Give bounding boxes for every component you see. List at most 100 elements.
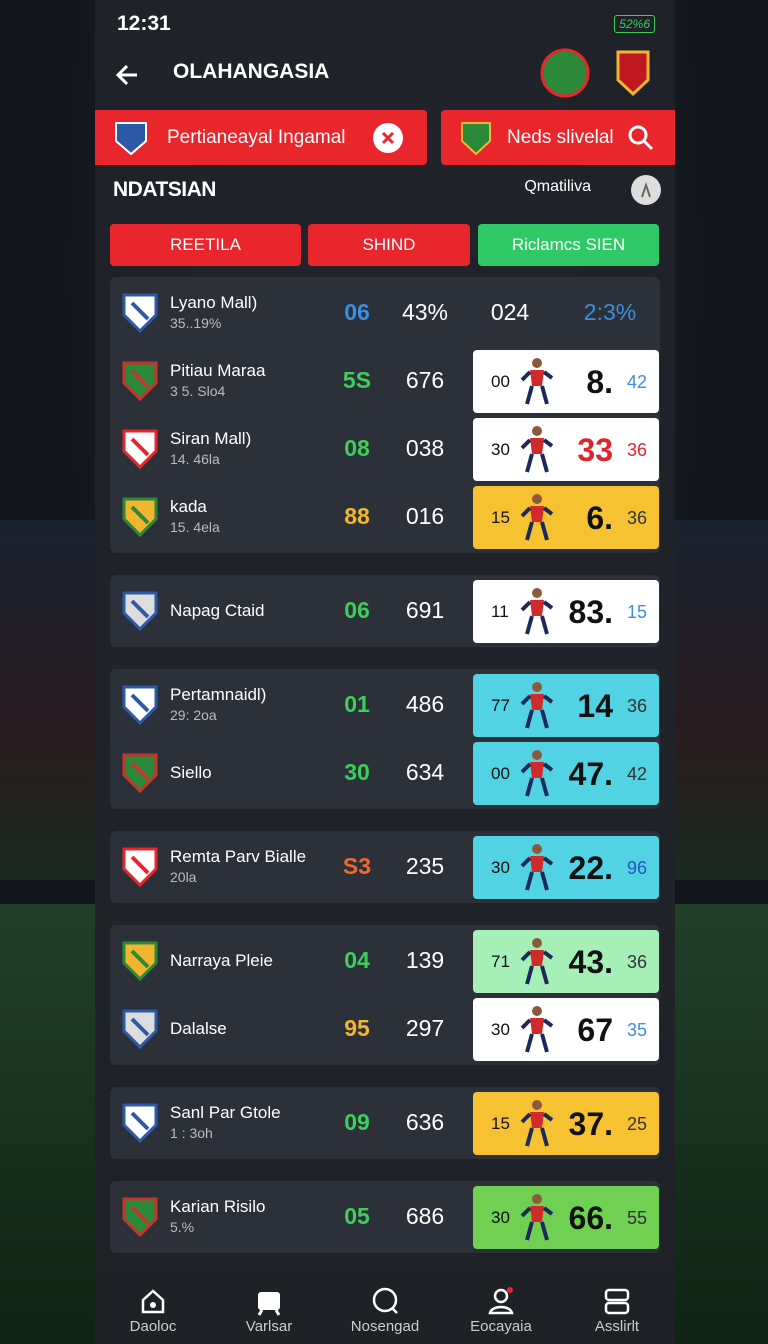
nav-item[interactable]: Varlsar	[211, 1272, 327, 1344]
odds-card[interactable]: 00 47. 42	[473, 742, 659, 805]
match-row[interactable]: Narraya Pleie 04 139 71 43. 36	[110, 927, 660, 995]
card-small: 96	[626, 858, 647, 878]
stat: 2:3%	[583, 299, 637, 325]
card-left: 30	[491, 440, 510, 459]
logo	[115, 121, 147, 155]
team-meta: 5.%	[170, 1219, 195, 1235]
score: 88	[344, 503, 370, 529]
player-image	[520, 1006, 554, 1053]
card-left: 00	[491, 372, 510, 391]
card-left: 15	[491, 508, 510, 527]
match-row[interactable]: Pitiau Maraa 3 5. Slo4 5S 676 00 8. 42	[110, 347, 660, 415]
match-row[interactable]: Karian Risilo 5.% 05 686 30 66. 55	[110, 1183, 660, 1251]
card-small: 25	[626, 1114, 647, 1134]
match-group: Karian Risilo 5.% 05 686 30 66. 55	[110, 1181, 660, 1253]
odds-card[interactable]: 71 43. 36	[473, 930, 659, 993]
nav-item[interactable]: Daoloc	[95, 1272, 211, 1344]
nav-icon	[372, 1287, 398, 1314]
clear-button[interactable]	[373, 122, 403, 153]
player-image	[520, 358, 554, 405]
odds-card[interactable]: 30 22. 96	[473, 836, 659, 899]
player-image	[520, 1100, 554, 1147]
team-name: kada	[170, 497, 207, 516]
team-name: Karian Risilo	[170, 1197, 266, 1216]
filter-label[interactable]: Qmatiliva	[524, 178, 591, 195]
odds-card[interactable]: 15 6. 36	[473, 486, 659, 549]
team-badge	[122, 941, 158, 981]
search-bar[interactable]: Neds slivelal	[441, 110, 675, 165]
team-name: Lyano Mall)	[170, 293, 258, 312]
filter-tab[interactable]: REETILA	[110, 224, 301, 266]
filter-tab[interactable]: Riclamcs SIEN	[478, 224, 659, 266]
match-row[interactable]: Siello 30 634 00 47. 42	[110, 739, 660, 807]
player-image	[520, 844, 554, 891]
card-value: 66.	[568, 1200, 613, 1236]
nav-icon	[604, 1288, 630, 1315]
match-row[interactable]: kada 15. 4ela 88 016 15 6. 36	[110, 483, 660, 551]
team-badge	[122, 429, 158, 469]
odds-card[interactable]: 30 33 36	[473, 418, 659, 481]
back-button[interactable]	[113, 60, 143, 90]
nav-icon	[488, 1287, 514, 1315]
stat: 024	[490, 299, 530, 325]
match-row[interactable]: Napag Ctaid 06 691 11 83. 15	[110, 577, 660, 645]
odds-card[interactable]: 30 66. 55	[473, 1186, 659, 1249]
card-small: 36	[626, 952, 647, 972]
team-name: Napag Ctaid	[170, 601, 265, 620]
card-value: 37.	[568, 1106, 613, 1142]
match-row[interactable]: Pertamnaidl) 29: 2oa 01 486 77 14 36	[110, 671, 660, 739]
team-meta: 3 5. Slo4	[170, 383, 226, 399]
match-row[interactable]: Sanl Par Gtole 1 : 3oh 09 636 15 37. 25	[110, 1089, 660, 1157]
team-logos	[540, 48, 650, 98]
stat: 016	[405, 503, 445, 529]
search-icon[interactable]	[627, 124, 655, 152]
match-row[interactable]: Lyano Mall) 35..19% 06 43% 024 2:3%	[110, 279, 660, 347]
team-badge	[122, 847, 158, 887]
stat: 43%	[401, 299, 449, 325]
filter-icon[interactable]	[631, 175, 661, 205]
odds-card[interactable]: 11 83. 15	[473, 580, 659, 643]
card-value: 22.	[568, 850, 613, 886]
score: 09	[344, 1109, 370, 1135]
card-left: 71	[491, 952, 510, 971]
player-image	[520, 494, 554, 541]
score: 06	[344, 597, 370, 623]
logo	[461, 121, 491, 155]
player-image	[520, 1194, 554, 1241]
search-text: Neds slivelal	[507, 126, 614, 148]
match-row[interactable]: Remta Parv Bialle 20la S3 235 30 22. 96	[110, 833, 660, 901]
odds-card[interactable]: 15 37. 25	[473, 1092, 659, 1155]
score: 01	[344, 691, 370, 717]
match-group: Remta Parv Bialle 20la S3 235 30 22. 96	[110, 831, 660, 903]
player-image	[520, 588, 554, 635]
score: S3	[342, 853, 372, 879]
filter-tab[interactable]: SHIND	[308, 224, 470, 266]
nav-item[interactable]: Nosengad	[327, 1272, 443, 1344]
nav-item[interactable]: Eocayaia	[443, 1272, 559, 1344]
card-left: 30	[491, 1020, 510, 1039]
match-group: Lyano Mall) 35..19% 06 43% 024 2:3% Pitiau Mar…	[110, 277, 660, 553]
nav-item[interactable]: Asslirlt	[559, 1272, 675, 1344]
card-value: 6.	[586, 500, 613, 536]
odds-card[interactable]: 77 14 36	[473, 674, 659, 737]
team-name: Remta Parv Bialle	[170, 847, 307, 866]
card-small: 42	[626, 372, 647, 392]
stat: 139	[405, 947, 445, 973]
match-row[interactable]: Dalalse 95 297 30 67 35	[110, 995, 660, 1063]
team-badge	[122, 753, 158, 793]
score: 5S	[342, 367, 372, 393]
score: 04	[344, 947, 370, 973]
search-bar[interactable]: Pertianeayal Ingamal	[95, 110, 427, 165]
app-screen: 12:31 52%6 OLAHANGASIA Pertianeayal Inga…	[95, 0, 675, 1344]
odds-card[interactable]: 30 67 35	[473, 998, 659, 1061]
nav-icon	[141, 1289, 165, 1314]
nav-label: Daoloc	[129, 1318, 177, 1335]
card-value: 33	[577, 432, 613, 468]
match-row[interactable]: Siran Mall) 14. 46la 08 038 30 33 36	[110, 415, 660, 483]
odds-card[interactable]: 00 8. 42	[473, 350, 659, 413]
team-name: Siran Mall)	[170, 429, 252, 448]
stat: 235	[405, 853, 445, 879]
nav-label: Asslirlt	[594, 1318, 640, 1335]
score: 06	[344, 299, 370, 325]
